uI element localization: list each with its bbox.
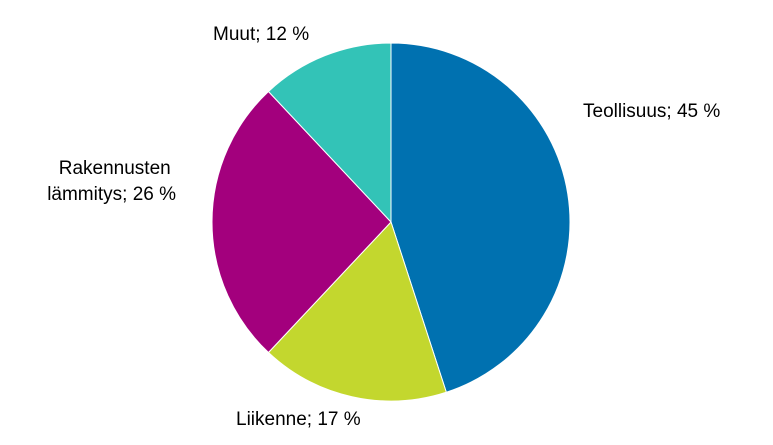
slice-label-rakennusten-lammitys: Rakennusten lämmitys; 26 %	[47, 158, 176, 205]
pie-slice-teollisuus	[390, 42, 571, 393]
slice-label-muut: Muut; 12 %	[213, 24, 309, 45]
slice-label-rakennusten-line-1: Rakennusten	[59, 158, 171, 179]
pie-slice-rakennusten-l-mmitys	[211, 90, 392, 354]
pie-slice-muut	[267, 42, 392, 224]
slice-label-rakennusten-line-2: lämmitys; 26 %	[47, 184, 176, 205]
slice-label-liikenne: Liikenne; 17 %	[236, 409, 361, 430]
pie-slices	[211, 42, 571, 402]
pie-slice-liikenne	[267, 221, 447, 402]
slice-label-teollisuus: Teollisuus; 45 %	[583, 101, 720, 122]
